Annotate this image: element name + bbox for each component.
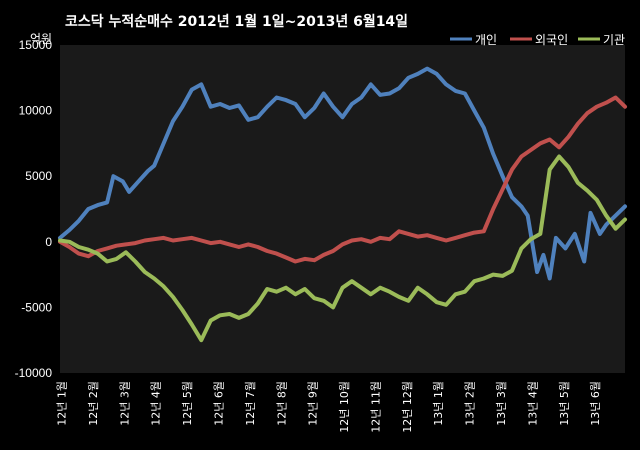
y-tick-label: 10000	[19, 104, 53, 118]
x-tick-label: 12년 8월	[275, 381, 288, 426]
x-tick-label: 12년 11월	[369, 381, 382, 433]
legend-label-0: 개인	[475, 33, 497, 47]
y-tick-label: 5000	[25, 169, 52, 183]
series-lines	[58, 66, 627, 343]
chart-title: 코스닥 누적순매수 2012년 1월 1일~2013년 6월14일	[65, 13, 408, 30]
x-tick-label: 12년 5월	[181, 381, 194, 426]
x-tick-label: 12년 2월	[87, 381, 100, 426]
x-tick-label: 13년 3월	[495, 381, 508, 426]
x-tick-label: 12년 9월	[307, 381, 320, 426]
x-tick-label: 12년 7월	[244, 381, 257, 426]
y-tick-label: 0	[45, 235, 52, 249]
x-tick-label: 13년 5월	[558, 381, 571, 426]
legend-label-1: 외국인	[535, 33, 568, 47]
series-line-1	[58, 95, 627, 264]
y-tick-label: -5000	[21, 300, 52, 314]
x-tick-label: 12년 10월	[338, 381, 351, 433]
y-tick-label: 15000	[19, 38, 53, 52]
y-tick-label: -10000	[15, 366, 53, 380]
x-axis: 12년 1월 12년 2월 12년 3월 12년 4월 12년 5월 12년 6월 12년 …	[56, 381, 603, 433]
x-tick-label: 12년 12월	[401, 381, 414, 433]
x-tick-label: 13년 4월	[526, 381, 539, 426]
x-tick-label: 13년 6월	[589, 381, 602, 426]
x-tick-label: 12년 4월	[150, 381, 163, 426]
series-line-2	[58, 154, 627, 343]
x-tick-label: 12년 1월	[56, 381, 69, 426]
plot-area	[60, 45, 625, 373]
legend: 개인 외국인 기관	[450, 33, 625, 47]
x-tick-label: 13년 2월	[464, 381, 477, 426]
series-line-0	[58, 66, 627, 281]
legend-label-2: 기관	[603, 33, 625, 47]
x-tick-label: 12년 3월	[118, 381, 131, 426]
y-axis-unit-label: 억원	[30, 32, 52, 46]
x-tick-label: 13년 1월	[432, 381, 445, 426]
x-tick-label: 12년 6월	[213, 381, 226, 426]
y-axis: 15000 10000 5000 0 -5000 -10000	[15, 38, 53, 380]
